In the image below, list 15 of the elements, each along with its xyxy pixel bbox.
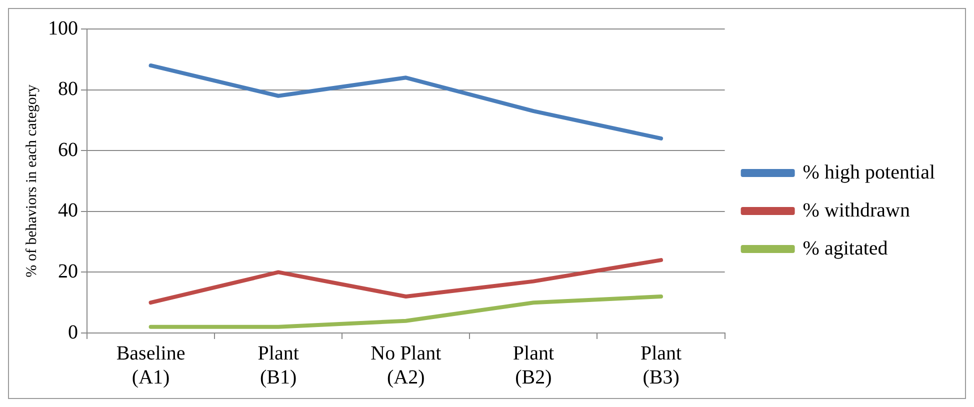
y-axis-title: % of behaviors in each category — [24, 84, 40, 278]
legend-label: % withdrawn — [802, 199, 910, 222]
legend-label: % agitated — [802, 237, 888, 260]
x-tick-label: Plant (B2) — [512, 342, 554, 388]
y-tick-label: 0 — [68, 321, 78, 344]
x-tick-label: Baseline (A1) — [116, 342, 186, 388]
x-tick-label: Plant (B3) — [640, 342, 682, 388]
y-tick-label: 20 — [58, 260, 78, 282]
x-tick-label: No Plant (A2) — [370, 342, 442, 388]
y-tick-label: 60 — [58, 138, 78, 161]
y-tick-label: 40 — [58, 200, 78, 222]
y-tick-label: 80 — [58, 78, 78, 100]
x-tick-label: Plant (B1) — [258, 342, 300, 388]
legend-label: % high potential — [802, 161, 936, 184]
y-tick-label: 100 — [48, 17, 78, 40]
